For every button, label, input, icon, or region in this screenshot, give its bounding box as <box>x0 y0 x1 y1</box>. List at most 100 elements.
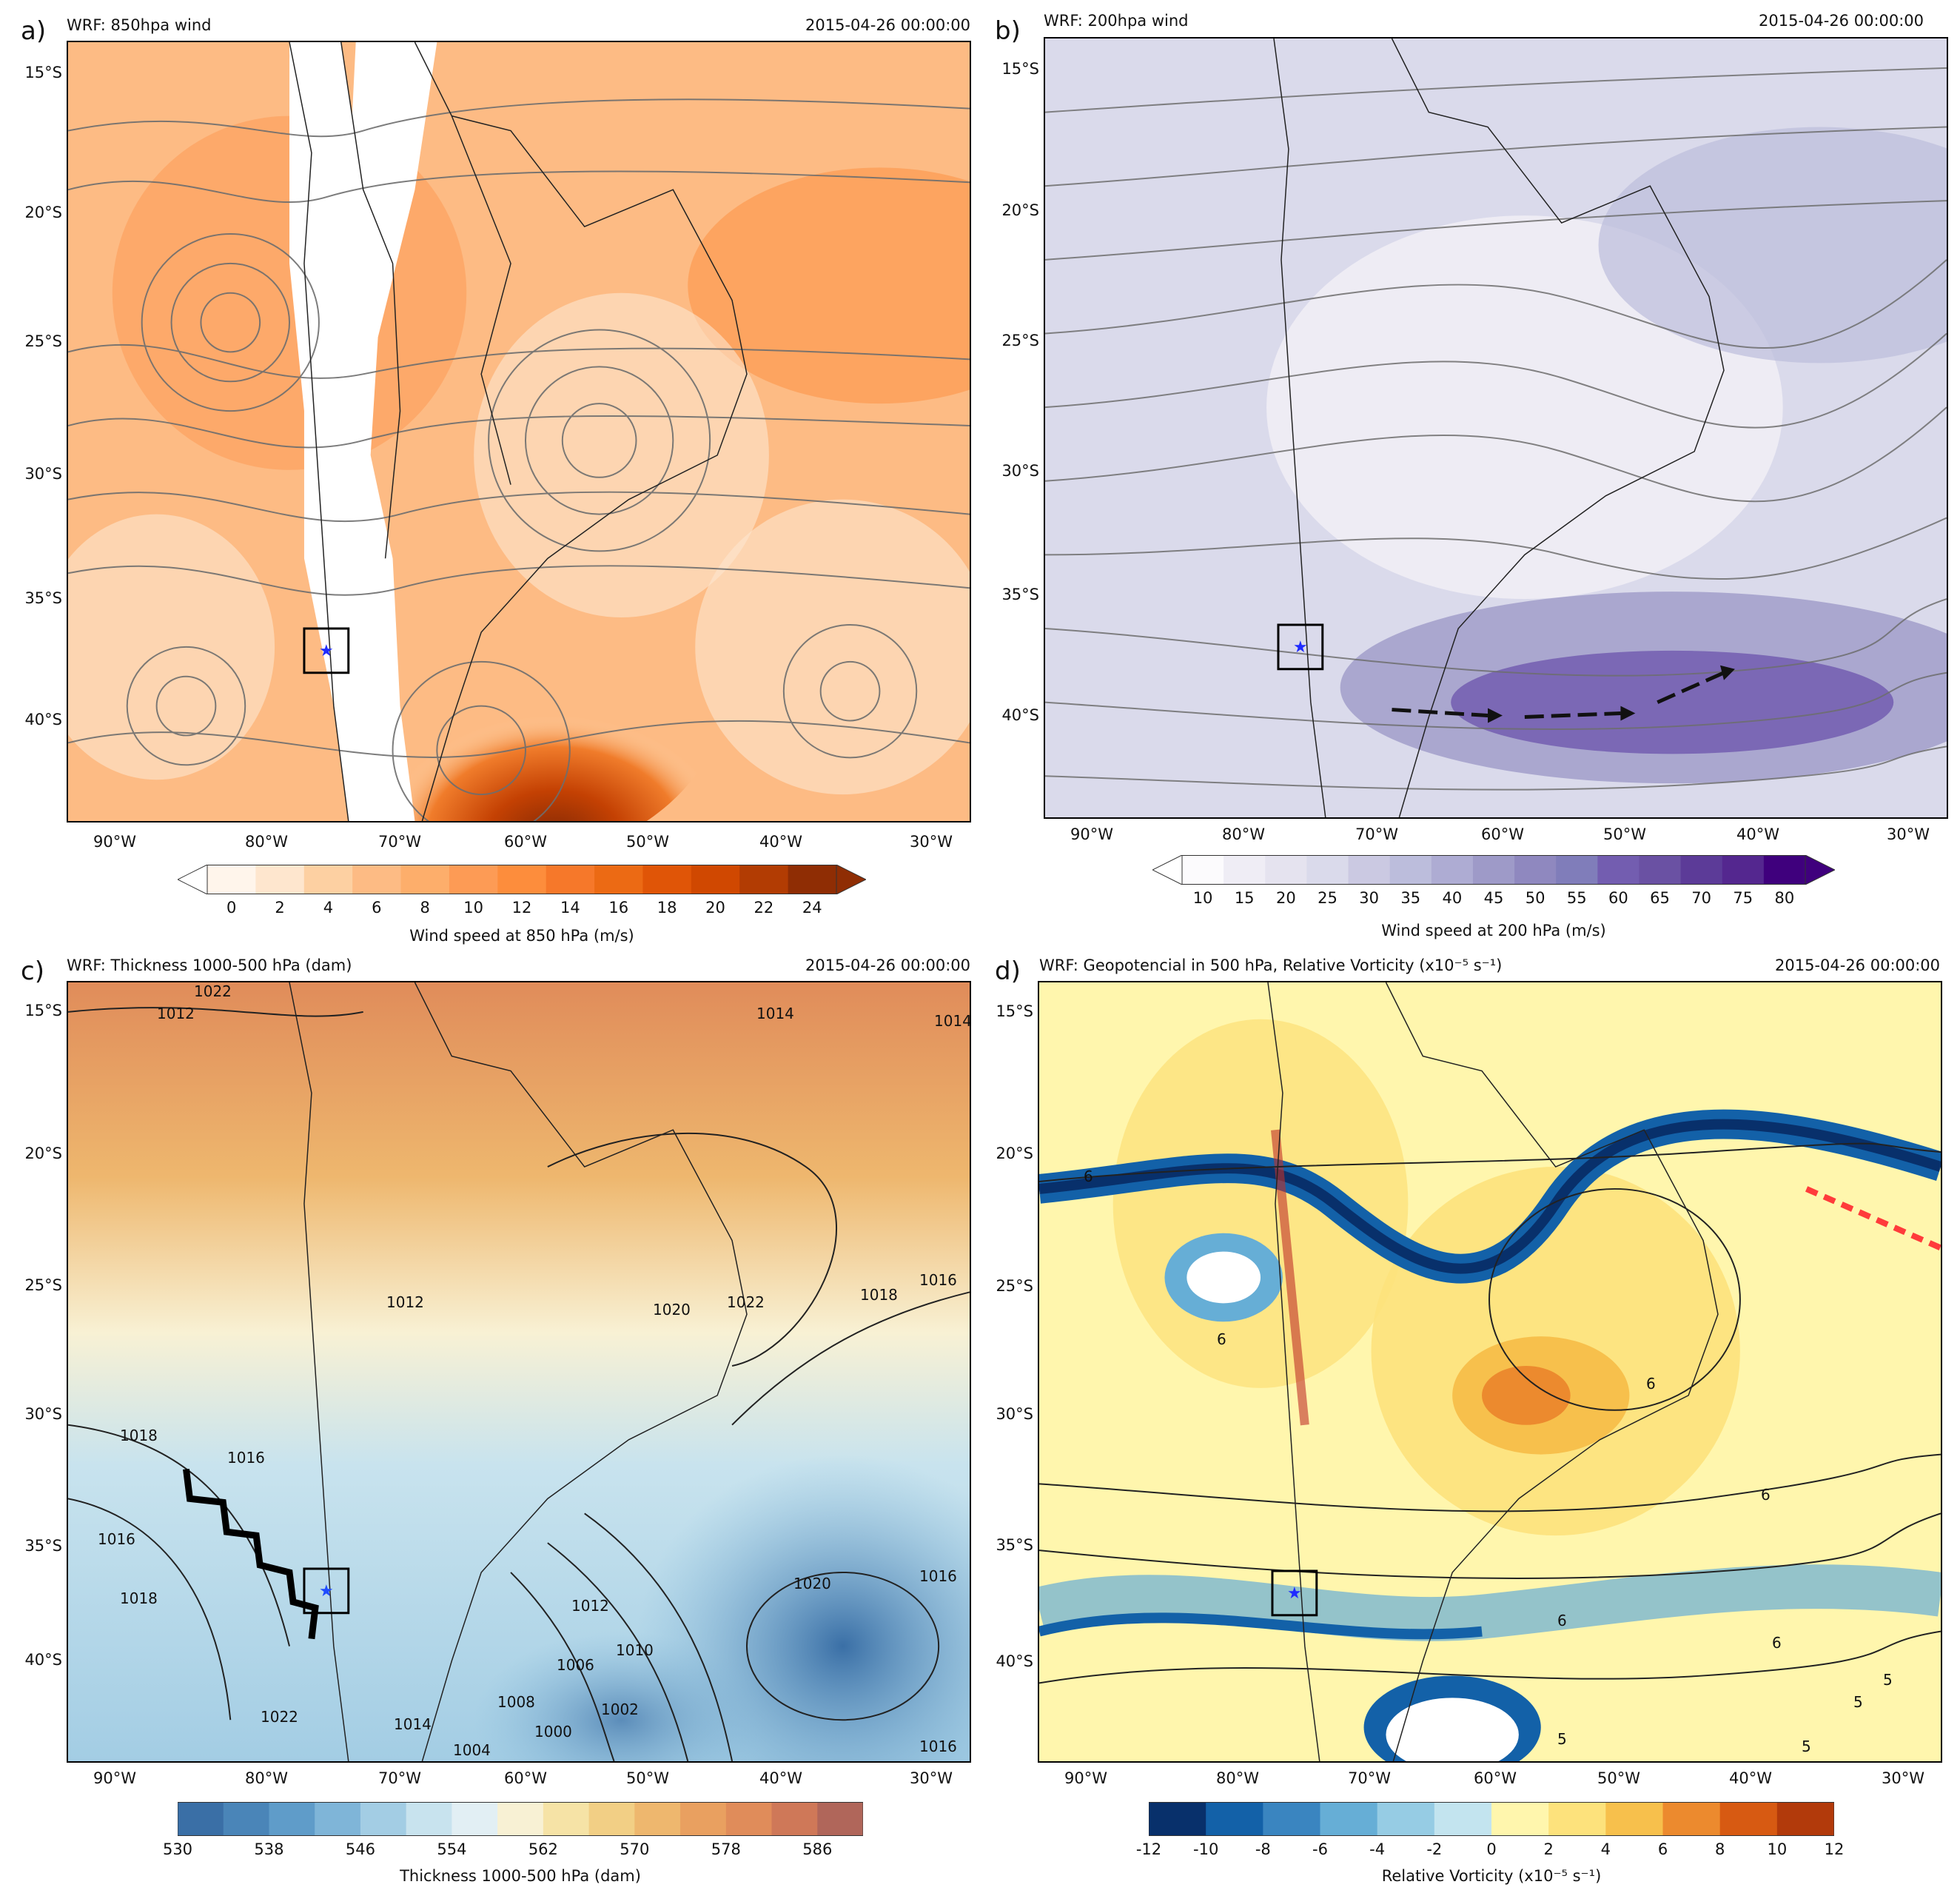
lat-label: 25°S <box>24 332 62 350</box>
colorbar-tick-label: 10 <box>463 899 483 917</box>
lon-label: 50°W <box>1597 1769 1640 1787</box>
colorbar-segment <box>1719 1802 1778 1836</box>
colorbar-tick-label: -8 <box>1255 1840 1271 1858</box>
contour-label-c: 1020 <box>793 1575 831 1592</box>
lat-label: 35°S <box>996 1536 1033 1554</box>
colorbar-segment <box>1224 855 1266 885</box>
colorbar-segment <box>1556 855 1598 885</box>
panel-c-title: WRF: Thickness 1000-500 hPa (dam) <box>67 956 352 974</box>
contour-label-d: 5 <box>1557 1730 1567 1748</box>
lat-label: 30°S <box>24 465 62 483</box>
lat-label: 35°S <box>24 1537 62 1555</box>
colorbar-segment <box>1263 1802 1320 1836</box>
map-200hpa-wind: ★ <box>1044 37 1948 819</box>
contour-label-d: 5 <box>1802 1738 1811 1755</box>
colorbar-segment <box>1149 1802 1206 1836</box>
colorbar-b <box>1152 855 1835 885</box>
colorbar-segment <box>1680 855 1723 885</box>
colorbar-tick-label: 15 <box>1234 889 1255 907</box>
contour-label-d: 6 <box>1557 1612 1567 1629</box>
colorbar-segment <box>1348 855 1391 885</box>
contour-label-d: 6 <box>1761 1486 1771 1504</box>
lon-label: 90°W <box>1070 825 1113 843</box>
contour-label-c: 1012 <box>571 1597 609 1615</box>
colorbar-tick-label: 75 <box>1733 889 1753 907</box>
contour-label-c: 1016 <box>227 1449 265 1467</box>
colorbar-tick-label: 562 <box>528 1840 558 1858</box>
contour-label-c: 1008 <box>497 1693 535 1711</box>
colorbar-tick-label: 0 <box>226 899 237 917</box>
colorbar-segment <box>1605 1802 1663 1836</box>
lat-label: 30°S <box>24 1405 62 1423</box>
colorbar-tick-label: -4 <box>1369 1840 1386 1858</box>
map-850hpa-wind: ★ <box>67 41 971 822</box>
lon-label: 70°W <box>378 833 421 851</box>
colorbar-tick-label: 2 <box>275 899 285 917</box>
lat-label: 40°S <box>1001 706 1039 724</box>
panel-c-date: 2015-04-26 00:00:00 <box>805 956 971 974</box>
lon-label: 60°W <box>1481 825 1524 843</box>
lon-label: 40°W <box>759 1769 802 1787</box>
colorbar-tick-label: 35 <box>1400 889 1421 907</box>
colorbar-segment <box>1472 855 1515 885</box>
colorbar-segment <box>771 1802 818 1836</box>
colorbar-segment <box>588 1802 635 1836</box>
contour-label-c: 1016 <box>98 1530 135 1548</box>
colorbar-segment <box>1182 855 1224 885</box>
contour-label-c: 1014 <box>934 1012 971 1030</box>
colorbar-segment <box>400 865 450 894</box>
contour-label-d: 6 <box>1217 1330 1226 1348</box>
colorbar-tick-label: 530 <box>162 1840 193 1858</box>
colorbar-segment <box>452 1802 498 1836</box>
contour-label-c: 1022 <box>194 982 232 1000</box>
svg-text:★: ★ <box>319 642 334 660</box>
colorbar-tick-label: 570 <box>620 1840 650 1858</box>
colorbar-segment <box>360 1802 407 1836</box>
contour-label-c: 1006 <box>557 1656 594 1674</box>
colorbar-tick-label: 12 <box>1824 1840 1845 1858</box>
colorbar-tick-label: 8 <box>1714 1840 1725 1858</box>
contour-label-c: 1016 <box>919 1271 957 1289</box>
contour-label-d: 6 <box>1084 1167 1093 1185</box>
colorbar-tick-label: 24 <box>802 899 822 917</box>
colorbar-tick-label: 22 <box>754 899 774 917</box>
colorbar-segment <box>788 865 837 894</box>
colorbar-segment <box>1514 855 1557 885</box>
contour-label-c: 1012 <box>157 1005 195 1022</box>
lon-label: 50°W <box>626 833 669 851</box>
lon-label: 90°W <box>93 833 136 851</box>
colorbar-tick-label: 60 <box>1608 889 1628 907</box>
lon-label: 90°W <box>1064 1769 1107 1787</box>
panel-a-label: a) <box>21 16 47 46</box>
panel-b-title: WRF: 200hpa wind <box>1044 12 1189 30</box>
contour-label-c: 1018 <box>120 1427 158 1444</box>
lat-label: 25°S <box>996 1277 1033 1295</box>
colorbar-tick-label: 8 <box>420 899 430 917</box>
colorbar-segment <box>1431 855 1474 885</box>
colorbar-tick-label: 546 <box>345 1840 375 1858</box>
lon-label: 30°W <box>1887 825 1930 843</box>
colorbar-segment <box>352 865 402 894</box>
lat-label: 40°S <box>24 1651 62 1669</box>
lon-label: 80°W <box>245 1769 288 1787</box>
contour-label-c: 1010 <box>616 1641 654 1659</box>
colorbar-segment <box>1597 855 1640 885</box>
colorbar-tick-label: 10 <box>1767 1840 1788 1858</box>
colorbar-segment <box>207 865 256 894</box>
colorbar-tick-label: 25 <box>1318 889 1338 907</box>
lon-label: 40°W <box>1736 825 1779 843</box>
colorbar-tick-label: -10 <box>1193 1840 1219 1858</box>
colorbar-tick-label: 586 <box>802 1840 833 1858</box>
colorbar-a-label: Wind speed at 850 hPa (m/s) <box>409 927 634 945</box>
lon-label: 50°W <box>626 1769 669 1787</box>
colorbar-segment <box>546 865 595 894</box>
contour-label-c: 1014 <box>394 1715 432 1733</box>
panel-a-date: 2015-04-26 00:00:00 <box>805 16 971 34</box>
panel-d-date: 2015-04-26 00:00:00 <box>1775 956 1941 974</box>
lon-label: 80°W <box>245 833 288 851</box>
contour-label-d: 5 <box>1883 1671 1893 1689</box>
colorbar-tick-label: 538 <box>254 1840 284 1858</box>
colorbar-tick-label: 30 <box>1359 889 1379 907</box>
colorbar-segment <box>449 865 498 894</box>
colorbar-tick-label: 45 <box>1483 889 1504 907</box>
